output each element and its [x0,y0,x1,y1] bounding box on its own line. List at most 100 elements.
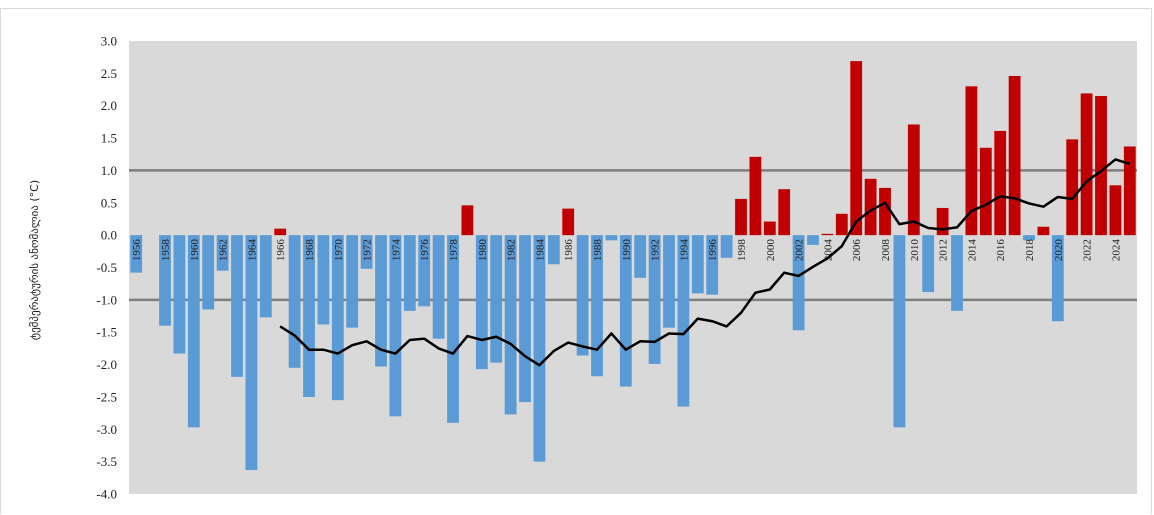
x-tick-label: 2012 [938,239,950,261]
x-tick-label: 1958 [160,239,172,262]
bar-1989 [605,235,618,241]
bar-2016 [994,130,1007,236]
x-tick-label: 2010 [909,239,921,262]
x-tick-label: 1988 [592,239,604,262]
bar-1966 [274,228,287,236]
x-tick-label: 1960 [189,239,201,262]
plot-area [129,41,1137,494]
y-tick-label: 2.0 [101,98,117,113]
bar-2024 [1109,185,1122,236]
bar-1997 [720,235,733,258]
x-tick-label: 1966 [275,239,287,262]
bar-1982 [504,235,517,415]
y-tick-label: -4.0 [96,487,117,502]
y-tick-label: 1.0 [101,163,117,178]
bar-1994 [677,235,690,407]
x-tick-label: 2014 [966,239,978,262]
bar-1963 [231,235,243,377]
bar-1958 [159,235,171,326]
bar-2000 [763,221,776,236]
x-tick-label: 2020 [1053,239,1065,262]
y-tick-label: 3.0 [101,34,117,49]
bar-2018 [1023,235,1035,241]
bar-1983 [519,235,531,403]
bar-2004 [821,233,834,236]
x-tick-label: 1980 [477,239,489,262]
bar-1991 [634,235,647,278]
bars [130,61,1136,471]
bar-1967 [288,235,301,368]
running-mean-layer [279,158,1131,367]
bar-1988 [591,235,603,377]
x-tick-label: 1964 [246,239,258,262]
x-tick-label: 1992 [650,239,662,261]
y-tick-label: 0.0 [101,228,117,243]
x-tick-label: 1984 [534,239,546,262]
bar-1987 [576,235,589,356]
bar-2023 [1095,96,1107,236]
bar-1977 [432,235,445,339]
y-tick-label: -0.5 [96,260,117,275]
y-tick-label: -2.0 [96,357,117,372]
x-tick-label: 1994 [678,239,690,262]
x-tick-label: 1972 [362,239,374,261]
running-mean-line [279,158,1131,367]
bar-2009 [893,235,906,428]
bar-1992 [648,235,661,364]
bar-2017 [1008,75,1021,236]
bar-2003 [807,235,819,245]
x-tick-label: 2004 [822,239,834,262]
x-tick-label: 2000 [765,239,777,262]
y-tick-label: 1.5 [101,131,117,146]
bar-1993 [663,235,675,328]
bar-1970 [331,235,344,401]
bar-1998 [735,198,747,236]
bar-2005 [835,213,848,236]
bar-1984 [533,235,546,462]
bar-1960 [187,235,200,428]
bar-1978 [447,235,459,423]
bar-1996 [706,235,719,295]
x-tick-label: 1962 [218,239,230,261]
bar-1974 [389,235,402,417]
bar-2025 [1123,146,1136,236]
bar-1971 [346,235,359,328]
bar-1968 [303,235,315,397]
bar-1965 [259,235,272,318]
y-tick-label: -1.5 [96,325,117,340]
bar-2007 [864,178,877,236]
bar-2015 [979,147,992,236]
x-tick-label: 2006 [851,239,863,262]
bar-2020 [1051,235,1064,322]
bar-1969 [317,235,330,325]
x-axis-ticks: 1956 1958 1960 1962 1964 1966 1968 1970 1972 1974… [131,239,1122,262]
y-tick-label: 0.5 [101,195,117,210]
bar-1972 [360,235,373,269]
bar-2014 [965,86,978,236]
chart-frame [0,8,1152,514]
bar-1961 [202,235,215,310]
y-tick-label: -2.5 [96,389,117,404]
bar-1976 [418,235,431,307]
bar-1999 [749,156,762,236]
x-tick-label: 1974 [390,239,402,262]
bar-2002 [792,235,805,331]
x-tick-label: 1976 [419,239,431,262]
bar-2013 [951,235,963,311]
x-tick-label: 1982 [506,239,518,261]
x-tick-label: 2008 [880,239,892,262]
bar-1979 [461,205,474,236]
bar-1964 [245,235,258,471]
bar-2019 [1037,226,1050,236]
bar-2010 [907,124,920,236]
y-tick-label: 2.5 [101,66,117,81]
x-tick-label: 2016 [995,239,1007,262]
x-tick-label: 1998 [736,239,748,262]
x-tick-label: 2002 [794,239,806,261]
bar-1973 [375,235,387,367]
bar-1985 [547,235,560,265]
bar-1990 [619,235,632,387]
bar-1980 [475,235,488,370]
bar-1956 [130,235,143,273]
